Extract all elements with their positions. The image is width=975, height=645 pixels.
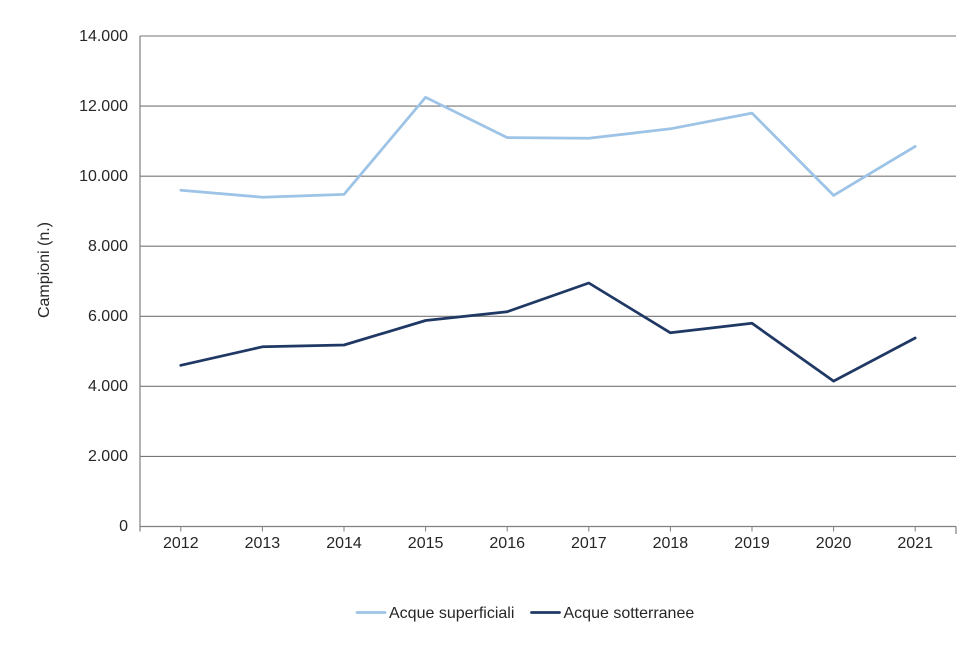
svg-text:0: 0: [119, 518, 128, 535]
svg-text:2016: 2016: [489, 535, 525, 552]
svg-text:12.000: 12.000: [79, 98, 128, 115]
svg-text:2015: 2015: [408, 535, 444, 552]
svg-text:2021: 2021: [897, 535, 933, 552]
svg-text:2019: 2019: [734, 535, 770, 552]
svg-text:2020: 2020: [816, 535, 852, 552]
svg-text:2018: 2018: [653, 535, 689, 552]
svg-text:2.000: 2.000: [88, 448, 128, 465]
svg-text:2014: 2014: [326, 535, 362, 552]
svg-text:14.000: 14.000: [79, 28, 128, 45]
svg-text:2013: 2013: [245, 535, 281, 552]
svg-text:Acque sotterranee: Acque sotterranee: [564, 605, 695, 622]
svg-text:8.000: 8.000: [88, 238, 128, 255]
svg-text:2017: 2017: [571, 535, 607, 552]
svg-text:Campioni (n.): Campioni (n.): [36, 222, 53, 318]
svg-text:2012: 2012: [163, 535, 199, 552]
svg-text:6.000: 6.000: [88, 308, 128, 325]
svg-text:Acque superficiali: Acque superficiali: [389, 605, 514, 622]
svg-text:10.000: 10.000: [79, 168, 128, 185]
svg-text:4.000: 4.000: [88, 378, 128, 395]
